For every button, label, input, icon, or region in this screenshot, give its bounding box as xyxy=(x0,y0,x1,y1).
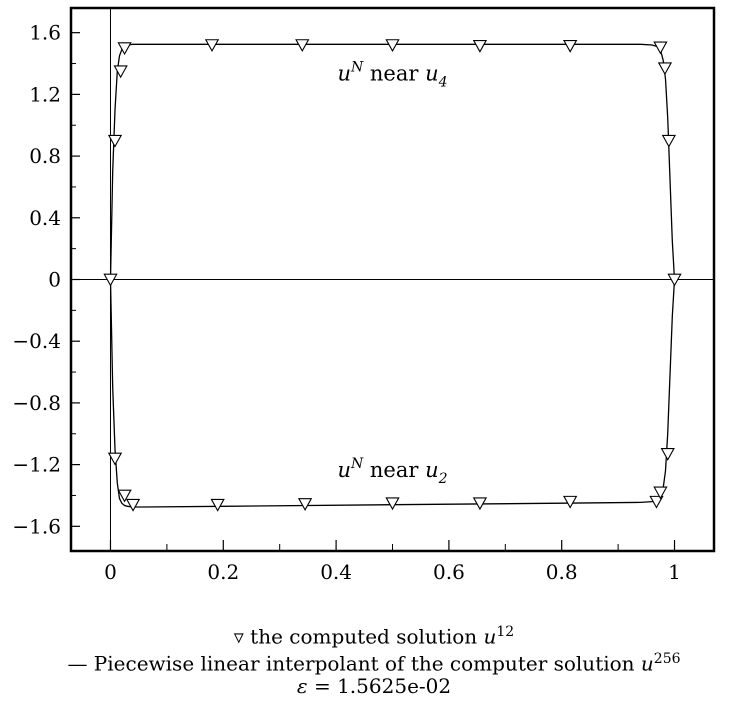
caption-var: u xyxy=(640,651,654,676)
y-tick-label: 0.4 xyxy=(29,206,61,230)
ticks-layer: −1.6 −1.2 −0.8 −0.4 0 0.4 0.8 1.2 1.6 0 0.2 0.4 0.6 0… xyxy=(12,21,680,584)
y-tick-label: −0.4 xyxy=(12,329,61,353)
caption-epsilon-value: = 1.5625e-02 xyxy=(307,674,452,698)
solution-marker xyxy=(660,447,675,461)
y-tick-label: −0.8 xyxy=(12,391,61,415)
solution-marker xyxy=(657,62,673,76)
y-tick-label: 1.2 xyxy=(29,82,61,106)
x-tick-label: 0.4 xyxy=(320,560,352,584)
series-lines xyxy=(109,43,676,508)
caption-line-1: ▿ the computed solution u12 xyxy=(0,619,748,650)
caption-sup: 256 xyxy=(653,651,681,667)
caption-line-text: — Piecewise linear interpolant of the co… xyxy=(67,651,641,676)
caption-sup: 12 xyxy=(496,624,515,640)
solution-marker xyxy=(563,495,578,509)
solution-marker xyxy=(297,498,313,511)
solution-marker xyxy=(117,42,132,56)
y-tick-label: 0.8 xyxy=(29,144,61,168)
y-tick-label: −1.6 xyxy=(12,514,61,538)
caption-line-2: — Piecewise linear interpolant of the co… xyxy=(0,646,748,677)
solution-marker xyxy=(117,489,132,503)
y-tick-label: −1.2 xyxy=(12,453,61,477)
solution-marker xyxy=(653,41,668,55)
solution-marker xyxy=(107,452,123,466)
series-markers xyxy=(103,39,682,512)
caption-marker-text: ▿ the computed solution xyxy=(233,624,484,649)
y-tick-label: 0 xyxy=(48,268,61,292)
solution-marker xyxy=(385,39,400,53)
solution-marker xyxy=(295,39,310,53)
solution-marker xyxy=(113,65,128,79)
caption-var: u xyxy=(483,624,497,649)
solution-marker xyxy=(667,273,682,287)
curve-annotation: uN near u2 xyxy=(337,456,447,487)
x-tick-label: 1 xyxy=(668,560,681,584)
x-tick-label: 0.6 xyxy=(433,560,465,584)
x-tick-label: 0 xyxy=(104,560,117,584)
solution-marker xyxy=(204,39,220,53)
annotations: uN near u4 uN near u2 xyxy=(337,60,447,487)
solution-marker xyxy=(210,498,225,512)
solution-marker xyxy=(472,497,488,511)
solution-marker xyxy=(472,39,488,53)
solution-marker xyxy=(649,495,664,509)
caption-line-3: ε = 1.5625e-02 xyxy=(0,673,748,699)
solution-marker xyxy=(661,134,677,148)
solution-marker xyxy=(385,497,400,511)
x-tick-label: 0.2 xyxy=(207,560,239,584)
y-tick-label: 1.6 xyxy=(29,21,61,45)
curve-annotation: uN near u4 xyxy=(337,60,447,91)
x-tick-label: 0.8 xyxy=(546,560,578,584)
caption-epsilon: ε xyxy=(296,674,308,698)
solution-marker xyxy=(563,39,578,53)
solution-marker xyxy=(125,498,141,512)
solution-marker xyxy=(653,486,668,500)
solution-marker xyxy=(107,134,123,148)
plot-frame xyxy=(69,6,716,553)
solution-marker xyxy=(103,273,118,287)
